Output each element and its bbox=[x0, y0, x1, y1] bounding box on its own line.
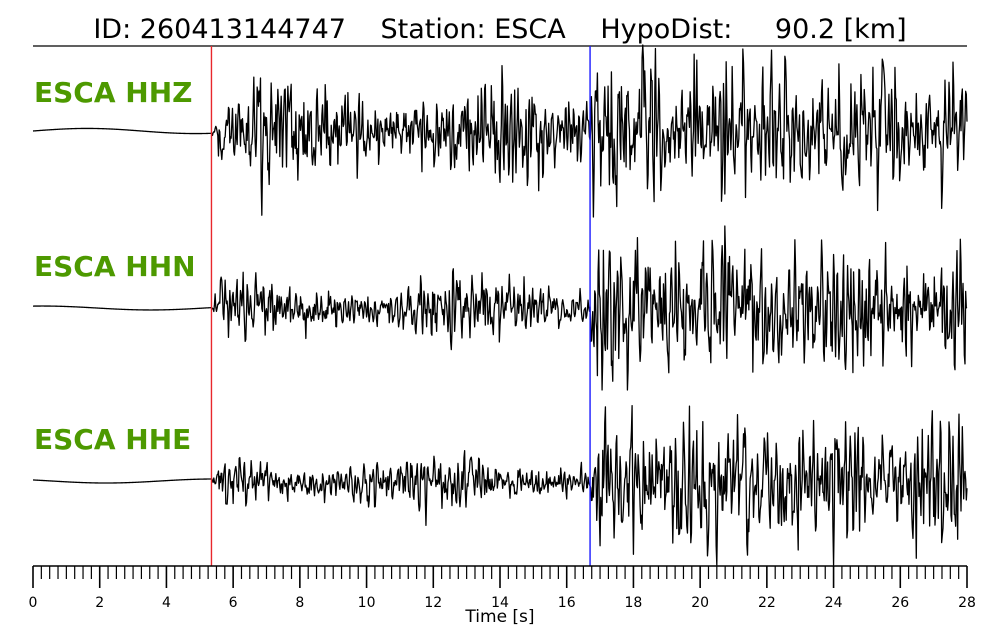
x-tick-label: 20 bbox=[691, 595, 709, 611]
x-tick-label: 22 bbox=[758, 595, 776, 611]
channel-label-esca-hhn: ESCA HHN bbox=[34, 250, 196, 283]
figure-title: ID: 260413144747 Station: ESCA HypoDist:… bbox=[93, 14, 906, 45]
x-tick-label: 24 bbox=[825, 595, 843, 611]
title-hypodist-label: HypoDist: bbox=[600, 14, 732, 45]
channel-label-group: ESCA HHZ ESCA HHN ESCA HHE bbox=[34, 76, 196, 456]
x-tick-label: 26 bbox=[891, 595, 909, 611]
x-tick-label: 2 bbox=[95, 595, 104, 611]
time-axis: 0 2 4 6 8 10 12 14 16 18 20 22 24 26 28 bbox=[29, 565, 976, 611]
title-id-value: 260413144747 bbox=[140, 14, 346, 45]
x-tick-label: 10 bbox=[358, 595, 376, 611]
trace-line-esca-hhn bbox=[32, 225, 968, 391]
title-station-value: ESCA bbox=[494, 14, 566, 45]
title-id-label: ID: bbox=[93, 14, 131, 45]
trace-line-esca-hhz bbox=[32, 44, 968, 218]
x-tick-label: 12 bbox=[424, 595, 442, 611]
x-tick-label: 14 bbox=[491, 595, 509, 611]
trace-group bbox=[32, 44, 968, 566]
channel-label-esca-hhe: ESCA HHE bbox=[34, 423, 191, 456]
x-tick-label: 28 bbox=[958, 595, 976, 611]
title-station-label: Station: bbox=[381, 14, 486, 45]
x-tick-label: 0 bbox=[29, 595, 38, 611]
x-tick-label: 18 bbox=[625, 595, 643, 611]
title-hypodist-value: 90.2 bbox=[775, 14, 835, 45]
x-tick-label: 4 bbox=[162, 595, 171, 611]
pick-line-group bbox=[210, 46, 591, 566]
channel-label-esca-hhz: ESCA HHZ bbox=[34, 76, 192, 109]
x-axis-label: Time [s] bbox=[464, 607, 534, 627]
trace-line-esca-hhe bbox=[32, 405, 968, 566]
x-tick-label: 16 bbox=[558, 595, 576, 611]
title-hypodist-unit: [km] bbox=[844, 14, 907, 45]
x-tick-label: 8 bbox=[295, 595, 304, 611]
x-tick-label: 6 bbox=[229, 595, 238, 611]
